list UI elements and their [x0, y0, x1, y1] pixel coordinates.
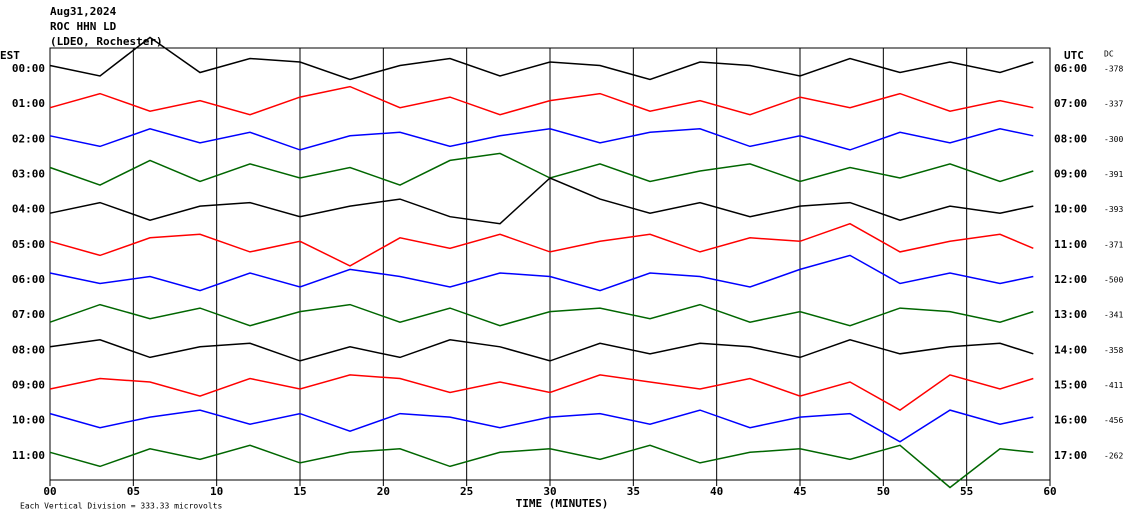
title-line: (LDEO, Rochester): [50, 35, 163, 48]
dc-value: -300: [1104, 135, 1123, 144]
utc-label: 10:00: [1054, 203, 1087, 216]
seismic-trace: [49, 152, 1034, 186]
title-line: Aug31,2024: [50, 5, 117, 18]
utc-label: 09:00: [1054, 168, 1087, 181]
x-tick-label: 00: [43, 485, 56, 498]
est-label: 09:00: [12, 379, 45, 392]
dc-value: -337: [1104, 100, 1123, 109]
seismic-trace: [49, 339, 1034, 362]
utc-label: 13:00: [1054, 308, 1087, 321]
x-tick-label: 55: [960, 485, 973, 498]
est-label: 00:00: [12, 62, 45, 75]
dc-value: -358: [1104, 346, 1123, 355]
seismic-trace: [49, 222, 1034, 267]
est-label: 01:00: [12, 97, 45, 110]
utc-label: 08:00: [1054, 132, 1087, 145]
utc-label: 12:00: [1054, 273, 1087, 286]
seismic-trace: [49, 128, 1034, 151]
est-label: 02:00: [12, 132, 45, 145]
seismic-trace: [49, 85, 1034, 116]
seismic-trace: [49, 374, 1034, 411]
dc-value: -262: [1104, 451, 1123, 460]
x-tick-label: 20: [377, 485, 390, 498]
x-tick-label: 50: [877, 485, 890, 498]
x-axis-label: TIME (MINUTES): [516, 497, 609, 510]
seismic-trace: [49, 177, 1034, 225]
est-label: 05:00: [12, 238, 45, 251]
seismic-trace: [49, 409, 1034, 443]
utc-label: 15:00: [1054, 379, 1087, 392]
dc-value: -378: [1104, 65, 1123, 74]
utc-label: 16:00: [1054, 414, 1087, 427]
x-tick-label: 60: [1043, 485, 1056, 498]
est-label: 11:00: [12, 449, 45, 462]
left-label: EST: [0, 49, 20, 62]
footer: Each Vertical Division = 333.33 microvol…: [20, 502, 222, 511]
x-tick-label: 30: [543, 485, 556, 498]
dc-label: DC: [1104, 50, 1114, 59]
dc-value: -411: [1104, 381, 1123, 390]
x-tick-label: 40: [710, 485, 723, 498]
utc-label: 07:00: [1054, 97, 1087, 110]
seismic-trace: [49, 444, 1034, 489]
est-label: 07:00: [12, 308, 45, 321]
right-label: UTC: [1064, 49, 1084, 62]
dc-value: -341: [1104, 311, 1123, 320]
x-tick-label: 35: [627, 485, 640, 498]
x-tick-label: 25: [460, 485, 473, 498]
dc-value: -500: [1104, 276, 1123, 285]
utc-label: 14:00: [1054, 343, 1087, 356]
est-label: 03:00: [12, 168, 45, 181]
est-label: 04:00: [12, 203, 45, 216]
dc-value: -456: [1104, 416, 1123, 425]
dc-value: -393: [1104, 205, 1123, 214]
dc-value: -371: [1104, 240, 1123, 249]
est-label: 10:00: [12, 414, 45, 427]
x-tick-label: 10: [210, 485, 223, 498]
utc-label: 17:00: [1054, 449, 1087, 462]
x-tick-label: 15: [293, 485, 306, 498]
utc-label: 06:00: [1054, 62, 1087, 75]
dc-value: -391: [1104, 170, 1123, 179]
est-label: 06:00: [12, 273, 45, 286]
title-line: ROC HHN LD: [50, 20, 117, 33]
est-label: 08:00: [12, 343, 45, 356]
seismic-trace: [49, 36, 1034, 81]
x-tick-label: 45: [793, 485, 806, 498]
seismic-trace: [49, 254, 1034, 292]
seismic-trace: [49, 303, 1034, 327]
utc-label: 11:00: [1054, 238, 1087, 251]
x-tick-label: 05: [127, 485, 140, 498]
